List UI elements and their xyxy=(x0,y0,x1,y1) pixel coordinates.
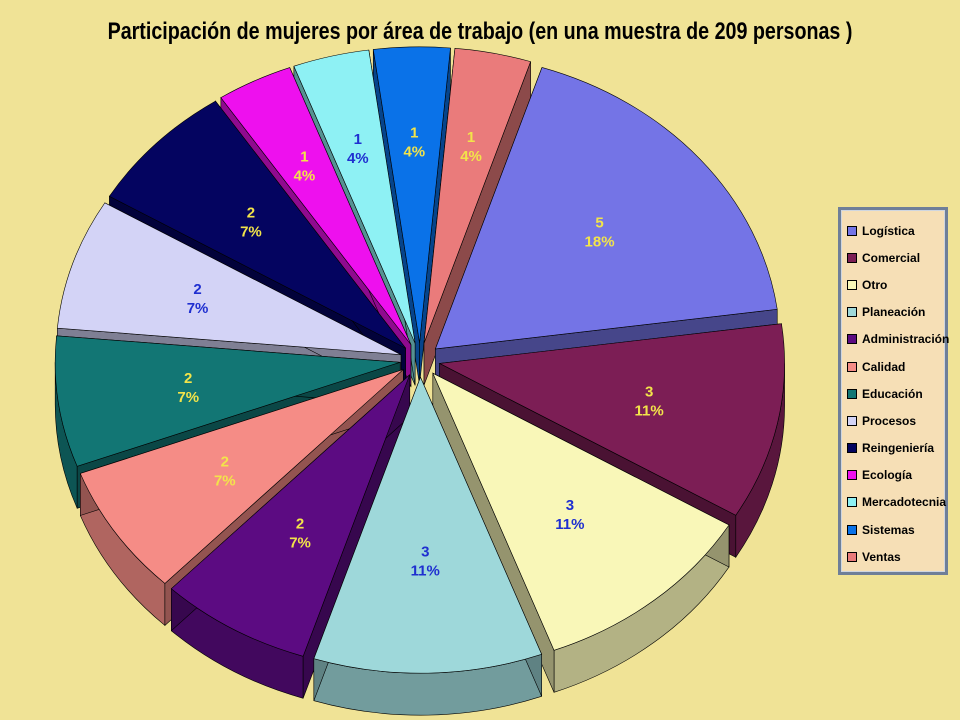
data-label-value: 3 xyxy=(645,383,653,400)
pie-slice-top xyxy=(432,372,730,651)
pie-slice-top xyxy=(57,202,402,355)
data-label-percent: 11% xyxy=(411,563,440,580)
legend-label: Planeación xyxy=(862,305,926,320)
data-label-percent: 4% xyxy=(294,167,316,184)
legend-swatch xyxy=(847,551,857,562)
legend-label: Comercial xyxy=(862,250,921,265)
pie-slice-top xyxy=(108,100,406,349)
pie-slice-top xyxy=(220,67,412,345)
legend-label: Administración xyxy=(862,332,950,347)
data-label-value: 1 xyxy=(354,131,362,148)
data-label-value: 2 xyxy=(296,515,304,532)
data-label-percent: 11% xyxy=(635,402,664,419)
data-label-percent: 4% xyxy=(347,150,369,167)
legend-item: Ecología xyxy=(847,462,945,489)
legend-swatch xyxy=(847,225,857,236)
legend-label: Reingeniería xyxy=(862,441,935,456)
data-label-value: 5 xyxy=(595,214,603,231)
data-label-value: 2 xyxy=(247,204,255,221)
legend-item: Procesos xyxy=(847,407,945,434)
pie-slice-3 xyxy=(432,372,730,693)
data-label-percent: 4% xyxy=(403,144,425,161)
legend-item: Logística xyxy=(847,217,945,244)
legend-label: Ventas xyxy=(862,549,901,564)
legend-swatch xyxy=(847,388,857,399)
legend-swatch xyxy=(847,252,857,263)
legend-swatch xyxy=(847,361,857,372)
legend-label: Procesos xyxy=(862,413,917,428)
legend-label: Calidad xyxy=(862,359,906,374)
pie-slice-top xyxy=(423,48,532,344)
data-label-value: 3 xyxy=(421,544,429,561)
data-label-percent: 7% xyxy=(177,389,199,406)
pie-slice-top xyxy=(170,374,411,657)
pie-slice-4 xyxy=(313,376,543,716)
data-label-percent: 7% xyxy=(240,223,262,240)
data-label-value: 1 xyxy=(410,125,418,142)
data-label-value: 2 xyxy=(184,370,192,387)
data-label-value: 2 xyxy=(193,281,201,298)
legend-swatch xyxy=(847,334,857,345)
pie-slice-top xyxy=(79,369,404,584)
pie-slice-top xyxy=(438,323,785,516)
data-label-value: 1 xyxy=(467,129,475,146)
data-label-value: 3 xyxy=(566,497,574,514)
legend-swatch xyxy=(847,279,857,290)
legend-swatch xyxy=(847,470,857,481)
pie-slice-top xyxy=(372,46,451,343)
legend-item: Otro xyxy=(847,271,945,298)
legend-label: Logística xyxy=(862,223,915,238)
legend-swatch xyxy=(847,524,857,535)
pie-slice-top xyxy=(313,376,543,674)
legend-item: Calidad xyxy=(847,353,945,380)
legend-item: Sistemas xyxy=(847,516,945,543)
legend-label: Otro xyxy=(862,277,888,292)
data-label-percent: 7% xyxy=(187,300,209,317)
legend-item: Mercadotecnia xyxy=(847,489,947,516)
data-label-value: 1 xyxy=(300,148,308,165)
legend-item: Comercial xyxy=(847,244,945,271)
legend-item: Administración xyxy=(847,326,949,353)
data-label-percent: 11% xyxy=(555,516,584,533)
pie-slice-top xyxy=(434,67,778,350)
data-label-percent: 7% xyxy=(289,534,311,551)
pie-slice-top xyxy=(293,49,416,344)
legend-label: Sistemas xyxy=(862,522,915,537)
legend-swatch xyxy=(847,415,857,426)
legend-swatch xyxy=(847,497,857,508)
data-label-value: 2 xyxy=(221,454,229,471)
legend-item: Planeación xyxy=(847,299,945,326)
data-label-percent: 7% xyxy=(214,473,236,490)
data-label-percent: 4% xyxy=(460,148,482,165)
pie-slice-top xyxy=(54,335,401,467)
legend-item: Ventas xyxy=(847,543,945,570)
legend-swatch xyxy=(847,443,857,454)
chart-title: Participación de mujeres por área de tra… xyxy=(107,18,853,45)
data-label-percent: 18% xyxy=(585,233,615,250)
chart-legend: Logística Comercial Otro Planeación Administ… xyxy=(838,207,949,575)
legend-label: Educación xyxy=(862,386,923,401)
legend-label: Ecología xyxy=(862,468,913,483)
legend-swatch xyxy=(847,307,857,318)
legend-label: Mercadotecnia xyxy=(862,495,947,510)
legend-item: Reingeniería xyxy=(847,435,945,462)
legend-item: Educación xyxy=(847,380,945,407)
